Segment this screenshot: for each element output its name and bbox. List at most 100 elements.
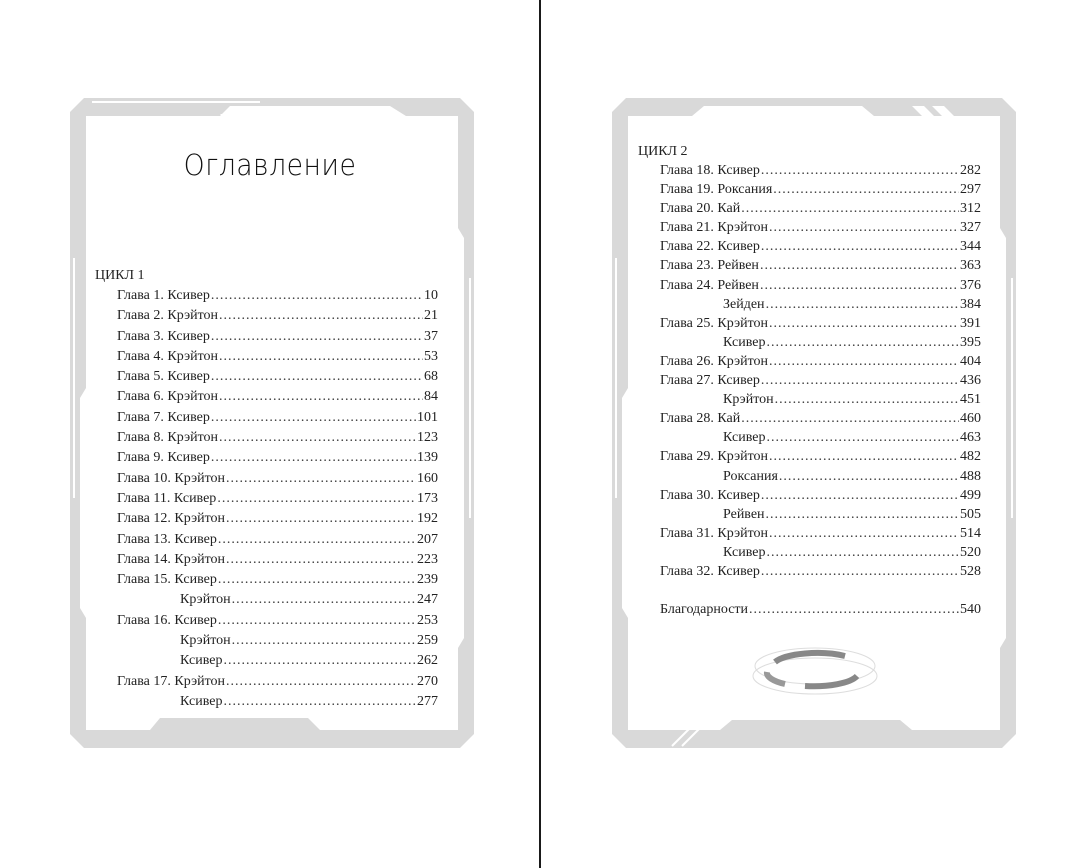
toc-entry[interactable]: Глава 17. Крэйтон 270 <box>117 671 438 692</box>
leader-dots <box>779 467 959 486</box>
entry-label: Рейвен <box>723 504 766 524</box>
entry-page: 499 <box>960 487 981 503</box>
leader-dots <box>232 631 416 651</box>
entry-page: 460 <box>960 411 981 427</box>
toc-entry[interactable]: Глава 15. Ксивер 239 <box>117 570 438 591</box>
toc-entry[interactable]: Глава 6. Крэйтон 84 <box>117 387 438 408</box>
entry-label: Глава 11. Ксивер <box>117 488 218 509</box>
toc-entry[interactable]: Глава 24. Рейвен 376 <box>660 275 981 295</box>
entry-label: Глава 24. Рейвен <box>660 275 760 295</box>
entry-label: Ксивер <box>723 542 767 562</box>
toc-entry[interactable]: Благодарности 540 <box>660 600 981 620</box>
toc-entry[interactable]: Ксивер 277 <box>180 691 438 712</box>
toc-entry[interactable]: Глава 13. Ксивер 207 <box>117 529 438 550</box>
leader-dots <box>766 505 959 524</box>
leader-dots <box>211 286 423 306</box>
leader-dots <box>761 237 959 256</box>
leader-dots <box>219 387 423 407</box>
toc-entry[interactable]: Роксания 488 <box>723 466 981 486</box>
toc-entry[interactable]: Глава 22. Ксивер 344 <box>660 237 981 257</box>
entry-label: Ксивер <box>180 651 224 672</box>
leader-dots <box>760 256 959 275</box>
toc-entry[interactable]: Глава 29. Крэйтон 482 <box>660 447 981 467</box>
leader-dots <box>219 306 423 326</box>
entry-page: 384 <box>960 296 981 312</box>
toc-entry[interactable]: Глава 32. Ксивер 528 <box>660 561 981 581</box>
toc-entry[interactable]: Ксивер 520 <box>723 542 981 562</box>
entry-page: 160 <box>417 470 438 486</box>
entry-label: Глава 4. Крэйтон <box>117 346 219 367</box>
entry-label: Глава 17. Крэйтон <box>117 671 226 692</box>
entry-label: Глава 29. Крэйтон <box>660 447 769 467</box>
leader-dots <box>766 428 959 447</box>
entry-label: Глава 30. Ксивер <box>660 485 761 505</box>
toc-entry[interactable]: Глава 28. Кай 460 <box>660 409 981 429</box>
toc-entry[interactable]: Рейвен 505 <box>723 504 981 524</box>
leader-dots <box>211 327 423 347</box>
entry-label: Глава 20. Кай <box>660 199 742 219</box>
toc-entry[interactable]: Зейден 384 <box>723 294 981 314</box>
leader-dots <box>226 469 416 489</box>
leader-dots <box>211 367 423 387</box>
toc-entry[interactable]: Глава 21. Крэйтон 327 <box>660 218 981 238</box>
entry-label: Глава 13. Ксивер <box>117 529 218 550</box>
toc-entry[interactable]: Глава 23. Рейвен 363 <box>660 256 981 276</box>
entry-label: Глава 2. Крэйтон <box>117 306 219 327</box>
entry-label: Крэйтон <box>180 590 232 611</box>
toc-entry[interactable]: Глава 26. Крэйтон 404 <box>660 351 981 371</box>
entry-label: Глава 25. Крэйтон <box>660 313 769 333</box>
toc-entry[interactable]: Крэйтон 247 <box>180 590 438 611</box>
leader-dots <box>761 161 959 180</box>
entry-label: Глава 31. Крэйтон <box>660 523 769 543</box>
toc-entry[interactable]: Глава 5. Ксивер 68 <box>117 367 438 388</box>
leader-dots <box>769 218 959 237</box>
toc-entry[interactable]: Глава 30. Ксивер 499 <box>660 485 981 505</box>
toc-entry[interactable]: Глава 16. Ксивер 253 <box>117 610 438 631</box>
entry-label: Крэйтон <box>723 390 775 410</box>
entry-label: Благодарности <box>660 600 750 620</box>
entry-label: Глава 32. Ксивер <box>660 561 761 581</box>
entry-label: Глава 23. Рейвен <box>660 256 760 276</box>
toc-entry[interactable]: Крэйтон 451 <box>723 390 981 410</box>
toc-entry[interactable]: Глава 20. Кай 312 <box>660 199 981 219</box>
toc-entry[interactable]: Глава 2. Крэйтон 21 <box>117 306 438 327</box>
toc-entry[interactable]: Крэйтон 259 <box>180 631 438 652</box>
toc-entry[interactable]: Глава 9. Ксивер 139 <box>117 448 438 469</box>
toc-entry[interactable]: Ксивер 463 <box>723 428 981 448</box>
leader-dots <box>749 600 959 620</box>
toc-entry[interactable]: Глава 27. Ксивер 436 <box>660 371 981 391</box>
toc-entry[interactable]: Глава 7. Ксивер 101 <box>117 407 438 428</box>
toc-entry[interactable]: Глава 10. Крэйтон 160 <box>117 468 438 489</box>
toc-entry[interactable]: Глава 4. Крэйтон 53 <box>117 346 438 367</box>
entry-label: Глава 15. Ксивер <box>117 570 218 591</box>
entry-label: Глава 14. Крэйтон <box>117 549 226 570</box>
toc-entry[interactable]: Глава 12. Крэйтон 192 <box>117 509 438 530</box>
leader-dots <box>769 352 959 371</box>
toc-entry[interactable]: Глава 8. Крэйтон 123 <box>117 428 438 449</box>
toc-entry[interactable]: Глава 1. Ксивер 10 <box>117 286 438 306</box>
entry-page: 482 <box>960 449 981 465</box>
toc-entry[interactable]: Ксивер 262 <box>180 651 438 672</box>
entry-page: 540 <box>960 602 981 617</box>
toc-entry[interactable]: Глава 3. Ксивер 37 <box>117 326 438 347</box>
entry-page: 463 <box>960 430 981 446</box>
toc-entry[interactable]: Глава 19. Роксания 297 <box>660 180 981 200</box>
emblem-icon <box>752 647 878 695</box>
entry-label: Глава 22. Ксивер <box>660 237 761 257</box>
toc-entry[interactable]: Глава 14. Крэйтон 223 <box>117 549 438 570</box>
toc-entry[interactable]: Глава 18. Ксивер 282 <box>660 161 981 180</box>
toc-entry[interactable]: Глава 25. Крэйтон 391 <box>660 313 981 333</box>
toc-entry[interactable]: Глава 31. Крэйтон 514 <box>660 523 981 543</box>
leader-dots <box>766 295 959 314</box>
entry-label: Глава 21. Крэйтон <box>660 218 769 238</box>
page-title: Оглавление <box>183 148 357 182</box>
leader-dots <box>766 543 959 562</box>
toc-entry[interactable]: Глава 11. Ксивер 173 <box>117 488 438 509</box>
leader-dots <box>775 390 959 409</box>
leader-dots <box>223 651 416 671</box>
entry-page: 297 <box>960 182 981 198</box>
leader-dots <box>211 448 416 468</box>
leader-dots <box>760 276 959 295</box>
entry-label: Ксивер <box>180 691 224 712</box>
toc-entry[interactable]: Ксивер 395 <box>723 332 981 352</box>
